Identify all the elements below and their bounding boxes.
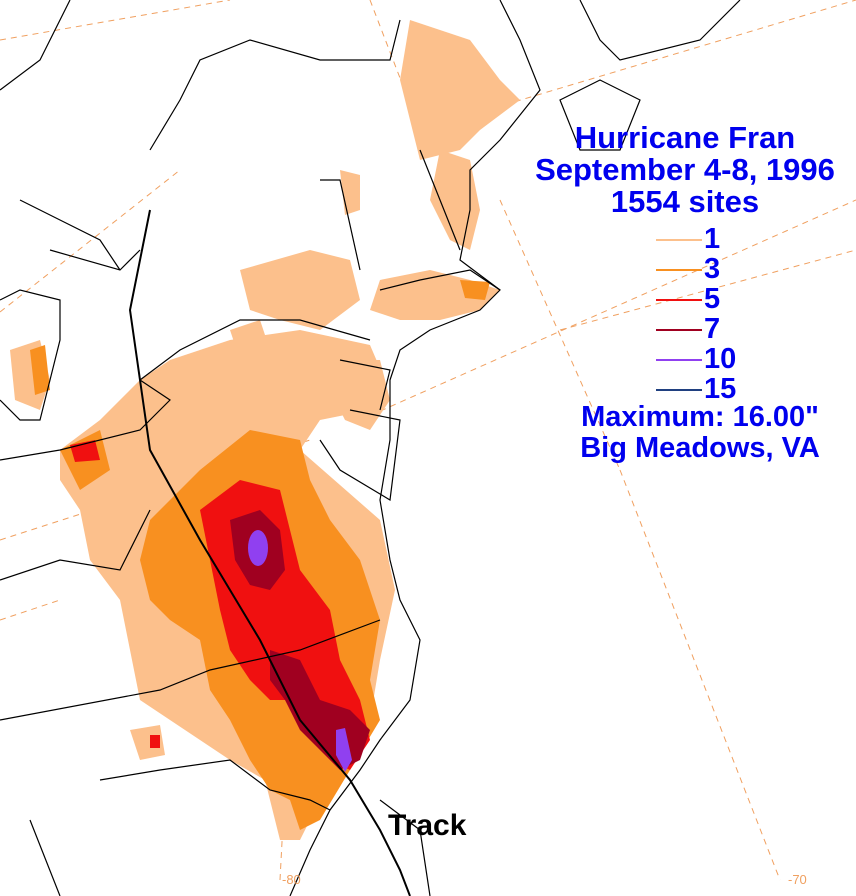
legend-swatch-3 <box>656 269 702 271</box>
legend-label-3: 3 <box>704 253 721 285</box>
maximum-value: Maximum: 16.00" <box>581 401 819 433</box>
rainfall-10in <box>248 530 352 772</box>
boundaries <box>0 0 501 896</box>
lon-label-80: -80 <box>282 872 301 887</box>
coastline <box>0 0 741 896</box>
legend-label-15: 15 <box>704 373 737 405</box>
title-line3: 1554 sites <box>610 184 760 219</box>
hurricane-track <box>128 209 411 896</box>
legend-swatch-15 <box>656 389 702 391</box>
title-line1: Hurricane Fran <box>574 120 796 155</box>
legend-label-7: 7 <box>704 313 721 345</box>
legend-label-10: 10 <box>704 343 737 375</box>
legend-swatch-5 <box>656 299 702 301</box>
title-line2: September 4-8, 1996 <box>535 152 835 187</box>
legend-label-5: 5 <box>704 283 721 315</box>
map-title: Hurricane Fran September 4-8, 1996 1554 … <box>520 122 850 218</box>
legend-swatch-7 <box>656 329 702 331</box>
legend-swatch-1 <box>656 239 702 241</box>
lon-label-70: -70 <box>788 872 807 887</box>
legend-swatch-10 <box>656 359 702 361</box>
maximum-location: Big Meadows, VA <box>580 432 820 464</box>
legend-label-1: 1 <box>704 223 721 255</box>
track-label: Track <box>388 809 467 842</box>
maximum-info: Maximum: 16.00" Big Meadows, VA <box>545 402 855 464</box>
